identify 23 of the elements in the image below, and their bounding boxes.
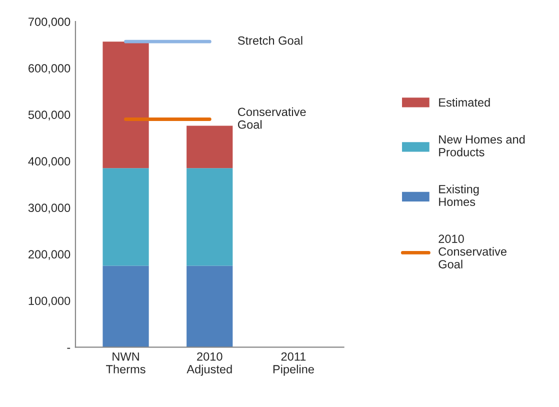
annotation: Stretch Goal [238,36,302,45]
bar [102,168,149,266]
bar [186,168,233,266]
legend-label: New Homes and Products [439,134,525,156]
x-tick-label: NWN Therms [106,352,146,374]
y-tick-label: 300,000 [28,204,70,214]
legend-label: Estimated [439,98,490,107]
x-tick-label: 2010 Adjusted [186,352,232,376]
annotation: Conservative Goal [238,107,306,129]
legend-label: Existing Homes [439,184,479,206]
bar [102,42,149,168]
y-tick-label: 200,000 [28,250,70,260]
x-tick-label: 2011 Pipeline [273,352,314,376]
y-tick-label: - [67,348,70,349]
y-tick-label: 500,000 [28,110,70,120]
y-tick-label: 700,000 [28,18,70,28]
bar [186,266,233,348]
legend-label: 2010 Conservative Goal [438,234,506,268]
y-tick-label: 100,000 [28,296,70,306]
y-tick-label: 600,000 [28,64,70,74]
bar [186,126,233,168]
bar [102,266,149,348]
y-tick-label: 400,000 [28,157,70,167]
